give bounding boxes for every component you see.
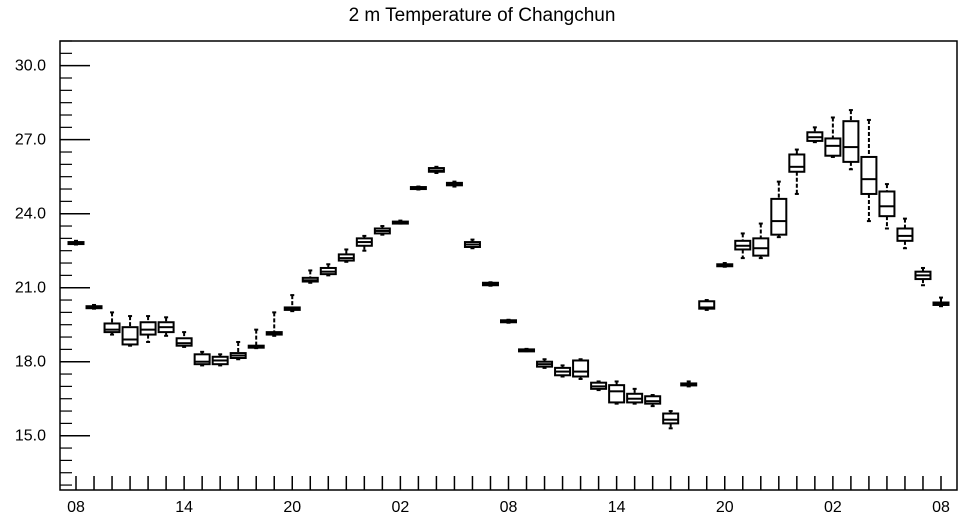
x-tick-label: 14 [608,499,626,516]
box-series [67,109,950,430]
box-plot-item [518,347,536,353]
x-axis: 08 14 20 02 08 14 20 02 08 [67,476,950,516]
box-plot-item [572,358,590,380]
box-iqr [139,321,157,336]
x-tick-label: 14 [175,499,193,516]
box-iqr [103,322,121,334]
box-plot-item [283,294,301,313]
box-plot-item [103,311,121,336]
box-iqr [878,190,896,218]
box-plot-item [788,148,806,195]
box-plot-item [590,380,608,392]
y-tick-label: 27.0 [15,132,46,149]
box-plot-item [211,353,229,367]
box-plot-item [157,316,175,337]
box-plot-item [193,350,211,367]
box-iqr [121,326,139,346]
box-iqr [770,197,788,236]
box-plot-item [734,232,752,260]
box-plot-item [85,303,103,310]
x-tick-label: 08 [932,499,950,516]
box-plot-item [445,180,463,188]
box-plot-item [680,380,698,388]
box-plot-item [337,248,355,263]
x-tick-label: 08 [500,499,518,516]
box-plot-item [698,299,716,311]
box-iqr [193,353,211,366]
y-tick-label: 15.0 [15,428,46,445]
box-plot-item [175,331,193,348]
box-plot-item [770,180,788,239]
box-plot-item [229,340,247,361]
box-plot-item [121,315,139,347]
box-plot-item [301,269,319,284]
box-plot-item [914,266,932,287]
box-iqr [175,337,193,347]
y-tick-label: 30.0 [15,58,46,75]
box-iqr [662,412,680,425]
box-iqr [824,137,842,157]
box-plot-item [247,328,265,350]
box-plot-item [463,238,481,250]
y-tick-label: 24.0 [15,206,46,223]
plot-frame [59,40,958,491]
box-plot-item [752,222,770,260]
box-plot-item [662,410,680,430]
box-plot-item [716,262,734,268]
box-plot-item [554,364,572,378]
box-iqr [644,395,662,405]
box-plot-item [860,118,878,223]
box-plot-item [932,296,950,308]
box-iqr [698,300,716,310]
box-plot-item [355,234,373,252]
box-plot-item [536,358,554,369]
box-iqr [788,153,806,173]
box-iqr [842,120,860,163]
box-iqr [608,384,626,404]
x-tick-label: 02 [391,499,409,516]
box-plot-item [139,315,157,343]
box-plot-item [409,185,427,191]
x-tick-label: 20 [716,499,734,516]
box-iqr [752,237,770,257]
y-tick-label: 21.0 [15,280,46,297]
y-tick-label: 18.0 [15,354,46,371]
chart-title: 2 m Temperature of Changchun [348,5,616,26]
box-plot-item [644,394,662,408]
x-tick-label: 20 [283,499,301,516]
x-tick-label: 02 [824,499,842,516]
box-plot-item [806,126,824,144]
box-iqr [860,155,878,195]
box-plot-item [608,380,626,405]
box-plot-item [626,387,644,405]
x-tick-label: 08 [67,499,85,516]
box-plot-item [481,281,499,287]
box-iqr [572,359,590,378]
box-plot-item [391,219,409,225]
box-plot-item [842,109,860,171]
box-plot-item [896,217,914,250]
box-plot-item [824,116,842,158]
box-plot-item [878,183,896,230]
box-plot-item [265,311,283,337]
box-plot-item [319,263,337,277]
y-axis: 15.0 18.0 21.0 24.0 27.0 30.0 [15,40,90,486]
box-plot-item [67,239,85,246]
box-plot-item [500,318,517,324]
box-iqr [896,227,914,242]
box-plot-item [373,225,391,236]
box-plot-item [427,165,445,174]
